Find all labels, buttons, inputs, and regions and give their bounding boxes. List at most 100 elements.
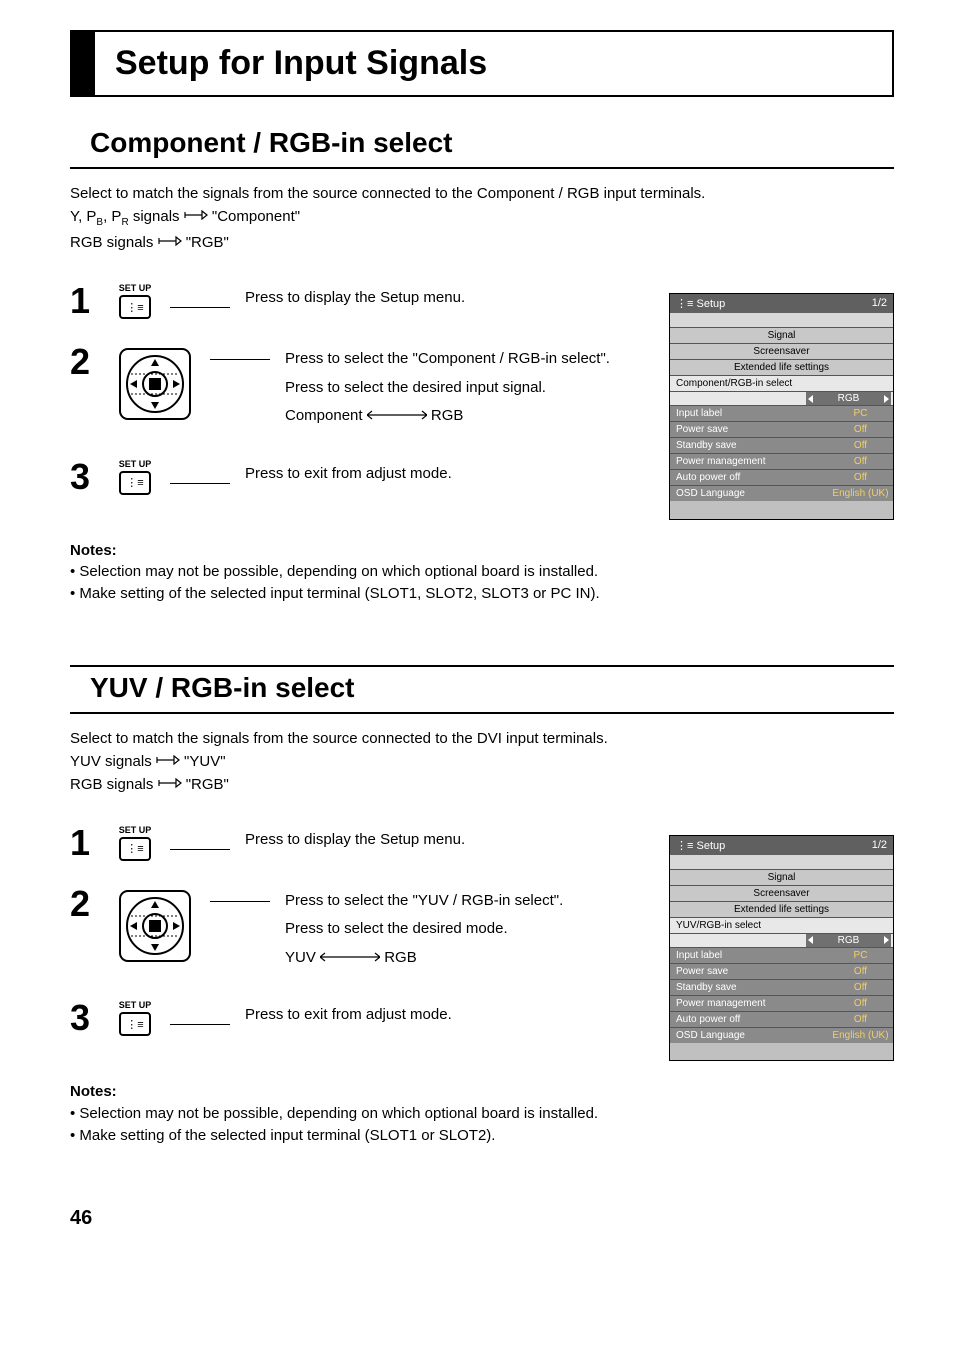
step-number: 1 [70,825,100,861]
menu-icon: ⋮≡ [119,1012,151,1036]
double-arrow-icon [320,949,384,966]
intro-line: RGB signals "RGB" [70,774,894,795]
step-row: 3 SET UP ⋮≡ Press to exit from adjust mo… [70,1000,629,1036]
step-row: 1 SET UP ⋮≡ Press to display the Setup m… [70,283,629,319]
osd-select-value-row: RGB [670,933,893,947]
intro-line: RGB signals "RGB" [70,232,894,253]
connector-line [170,1024,230,1025]
setup-button-icon: SET UP ⋮≡ [115,283,155,319]
double-arrow-icon [367,407,431,424]
setup-button-icon: SET UP ⋮≡ [115,825,155,861]
osd-menu-1: ⋮≡ Setup 1/2 Signal Screensaver Extended… [669,293,894,520]
arrow-right-icon [884,395,889,403]
step-text: Press to select the "YUV / RGB-in select… [285,890,563,913]
intro-line: Select to match the signals from the sou… [70,183,894,204]
step-number: 3 [70,459,100,495]
osd-row: Input labelPC [670,947,893,963]
notes-title: Notes: [70,1081,894,1103]
osd-row: Standby saveOff [670,979,893,995]
osd-row: OSD LanguageEnglish (UK) [670,1027,893,1043]
menu-icon: ⋮≡ [119,837,151,861]
step-row: 2 Press to select the "YUV / RGB-in [70,886,629,976]
arrow-left-icon [808,395,813,403]
osd-row: Power managementOff [670,995,893,1011]
step-text: Press to select the desired mode. [285,918,563,941]
section-title-2: YUV / RGB-in select [70,667,894,714]
arrow-right-icon [884,936,889,944]
note-item: Selection may not be possible, depending… [70,561,894,583]
setup-button-icon: SET UP ⋮≡ [115,459,155,495]
step-text: Press to display the Setup menu. [245,829,465,852]
arrow-icon [158,232,182,252]
osd-select-value: RGB [838,935,860,946]
connector-line [170,307,230,308]
osd-submenu: Extended life settings [670,359,893,375]
osd-row: Power saveOff [670,421,893,437]
osd-select-label: YUV/RGB-in select [670,917,893,933]
nav-pad-icon [115,344,195,424]
section-title-1: Component / RGB-in select [70,122,894,169]
step-text: Press to display the Setup menu. [245,287,465,310]
intro-line: Select to match the signals from the sou… [70,728,894,749]
note-item: Make setting of the selected input termi… [70,1125,894,1147]
menu-icon: ⋮≡ [119,471,151,495]
step-text: Press to select the desired input signal… [285,377,610,400]
osd-menu-2: ⋮≡ Setup 1/2 Signal Screensaver Extended… [669,835,894,1062]
osd-submenu: Screensaver [670,343,893,359]
menu-icon: ⋮≡ [119,295,151,319]
step-row: 2 Press to select the "Component / R [70,344,629,434]
step-number: 2 [70,344,100,380]
step-text: Press to select the "Component / RGB-in … [285,348,610,371]
steps-area-1: 1 SET UP ⋮≡ Press to display the Setup m… [70,283,894,520]
note-item: Make setting of the selected input termi… [70,583,894,605]
notes-2: Notes: Selection may not be possible, de… [70,1081,894,1146]
step-number: 3 [70,1000,100,1036]
notes-title: Notes: [70,540,894,562]
osd-row: OSD LanguageEnglish (UK) [670,485,893,501]
step-row: 1 SET UP ⋮≡ Press to display the Setup m… [70,825,629,861]
arrow-left-icon [808,936,813,944]
osd-select-value: RGB [838,393,860,404]
connector-line [210,901,270,902]
connector-line [170,849,230,850]
arrow-icon [156,751,180,771]
toggle-text: YUV RGB [285,947,563,970]
notes-1: Notes: Selection may not be possible, de… [70,540,894,605]
intro-text-2: Select to match the signals from the sou… [70,728,894,795]
arrow-icon [184,206,208,226]
intro-line: Y, PB, PR signals "Component" [70,206,894,230]
connector-line [210,359,270,360]
note-item: Selection may not be possible, depending… [70,1103,894,1125]
step-row: 3 SET UP ⋮≡ Press to exit from adjust mo… [70,459,629,495]
osd-select-value-row: RGB [670,391,893,405]
step-number: 2 [70,886,100,922]
page-number: 46 [70,1207,894,1230]
connector-line [170,483,230,484]
osd-submenu: Screensaver [670,885,893,901]
intro-text-1: Select to match the signals from the sou… [70,183,894,253]
step-text: Press to exit from adjust mode. [245,463,452,486]
setup-button-icon: SET UP ⋮≡ [115,1000,155,1036]
osd-row: Input labelPC [670,405,893,421]
osd-submenu: Extended life settings [670,901,893,917]
osd-submenu: Signal [670,869,893,885]
osd-page: 1/2 [872,839,887,852]
nav-pad-icon [115,886,195,966]
toggle-text: Component RGB [285,405,610,428]
osd-row: Power saveOff [670,963,893,979]
osd-title: ⋮≡ Setup [676,839,725,852]
intro-line: YUV signals "YUV" [70,751,894,772]
osd-row: Standby saveOff [670,437,893,453]
steps-area-2: 1 SET UP ⋮≡ Press to display the Setup m… [70,825,894,1062]
osd-row: Auto power offOff [670,469,893,485]
page-title: Setup for Input Signals [115,44,872,83]
osd-row: Power managementOff [670,453,893,469]
page-title-box: Setup for Input Signals [70,30,894,97]
arrow-icon [158,774,182,794]
osd-select-label: Component/RGB-in select [670,375,893,391]
osd-title: ⋮≡ Setup [676,297,725,310]
osd-page: 1/2 [872,297,887,310]
step-number: 1 [70,283,100,319]
osd-row: Auto power offOff [670,1011,893,1027]
step-text: Press to exit from adjust mode. [245,1004,452,1027]
